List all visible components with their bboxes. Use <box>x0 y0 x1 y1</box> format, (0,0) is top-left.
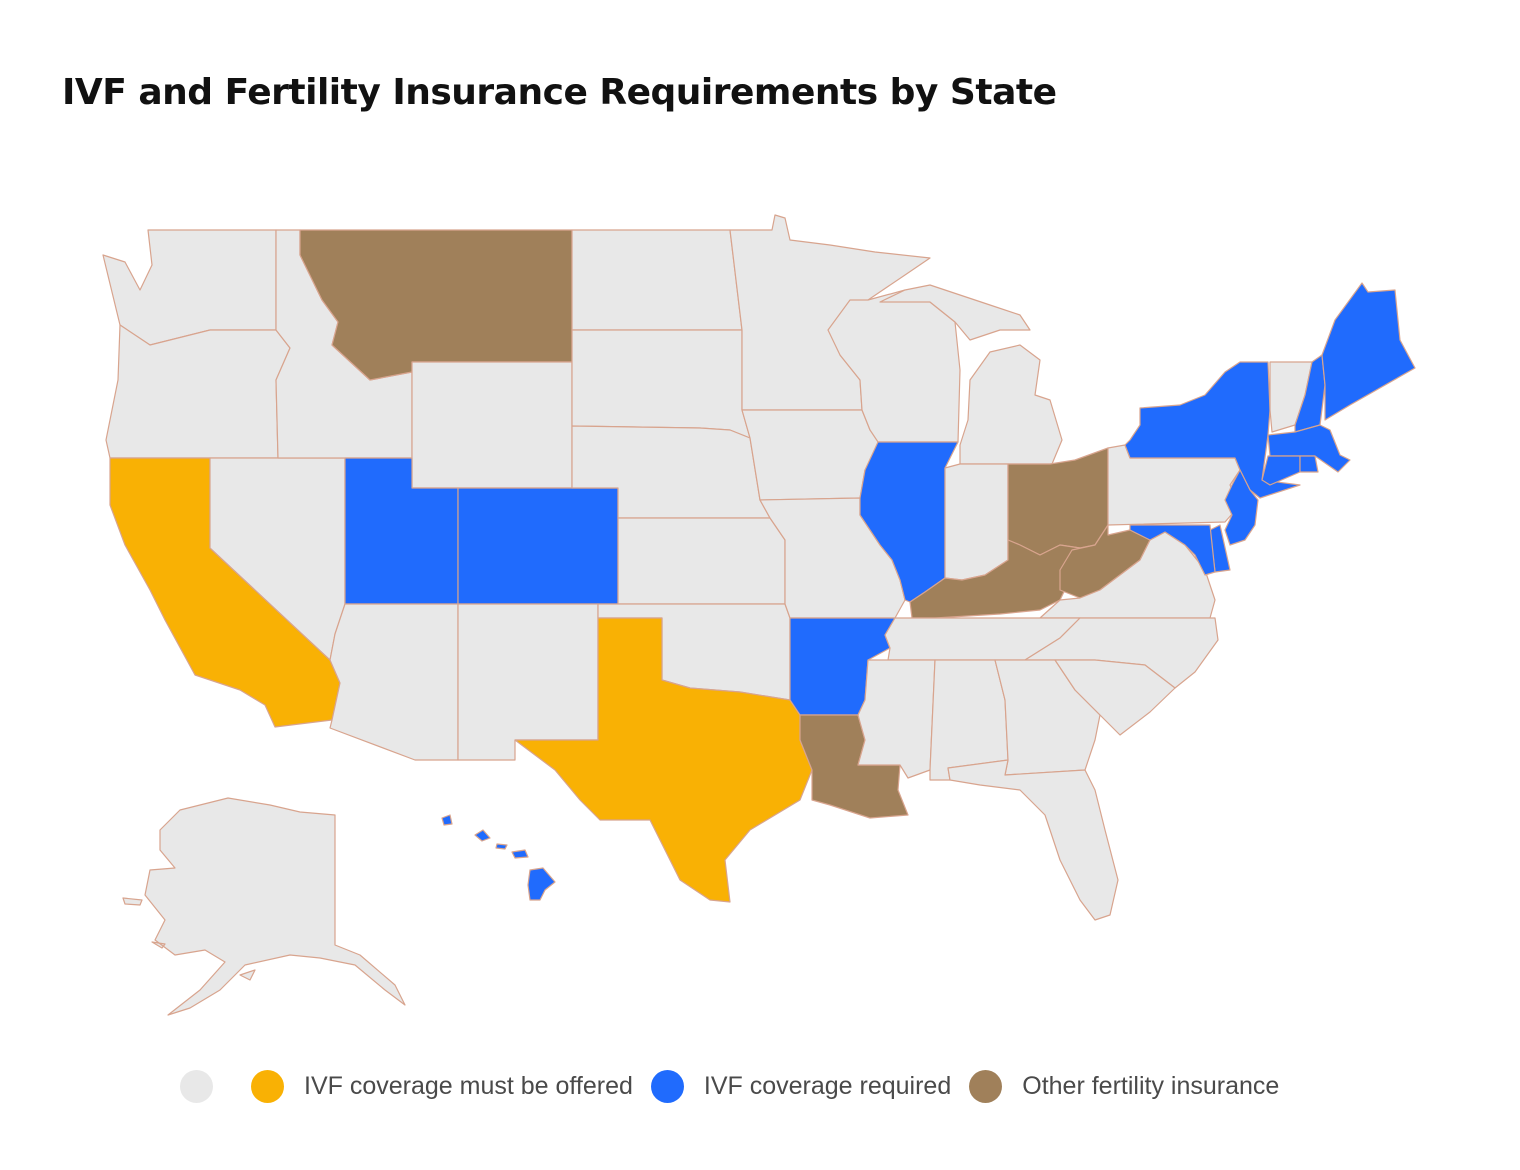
state-kentucky[interactable] <box>909 539 1081 619</box>
state-kansas[interactable] <box>617 517 786 605</box>
state-maine[interactable] <box>1321 282 1416 421</box>
map-legend: IVF coverage must be offered IVF coverag… <box>180 1068 1297 1104</box>
state-rhode-island[interactable] <box>1299 455 1319 473</box>
legend-label-required: IVF coverage required <box>703 1071 952 1100</box>
state-new-mexico[interactable] <box>457 603 599 761</box>
state-florida[interactable] <box>947 759 1119 921</box>
state-hawaii[interactable] <box>441 814 556 901</box>
legend-label-other: Other fertility insurance <box>1022 1071 1280 1100</box>
legend-swatch-none <box>180 1069 213 1103</box>
state-texas[interactable] <box>514 617 813 903</box>
state-oregon[interactable] <box>105 324 291 459</box>
state-north-dakota[interactable] <box>571 229 743 331</box>
state-wisconsin[interactable] <box>827 289 961 443</box>
legend-label-offered: IVF coverage must be offered <box>304 1071 633 1100</box>
state-new-jersey[interactable] <box>1224 469 1259 546</box>
legend-swatch-other <box>969 1069 1003 1103</box>
state-alaska[interactable] <box>122 797 406 1016</box>
state-arizona[interactable] <box>329 603 459 761</box>
state-south-dakota[interactable] <box>571 329 751 439</box>
state-mississippi[interactable] <box>857 659 936 779</box>
state-colorado[interactable] <box>457 487 619 605</box>
state-south-carolina[interactable] <box>1054 659 1176 736</box>
state-michigan[interactable] <box>879 284 1063 465</box>
state-indiana[interactable] <box>944 463 1009 581</box>
state-washington[interactable] <box>102 229 277 346</box>
map-title: IVF and Fertility Insurance Requirements… <box>62 72 1057 113</box>
state-maryland[interactable] <box>1129 524 1216 576</box>
legend-swatch-offered <box>251 1069 284 1103</box>
legend-swatch-required <box>650 1069 684 1103</box>
state-ohio[interactable] <box>1007 447 1109 556</box>
state-connecticut[interactable] <box>1261 455 1301 486</box>
state-wyoming[interactable] <box>411 361 573 489</box>
